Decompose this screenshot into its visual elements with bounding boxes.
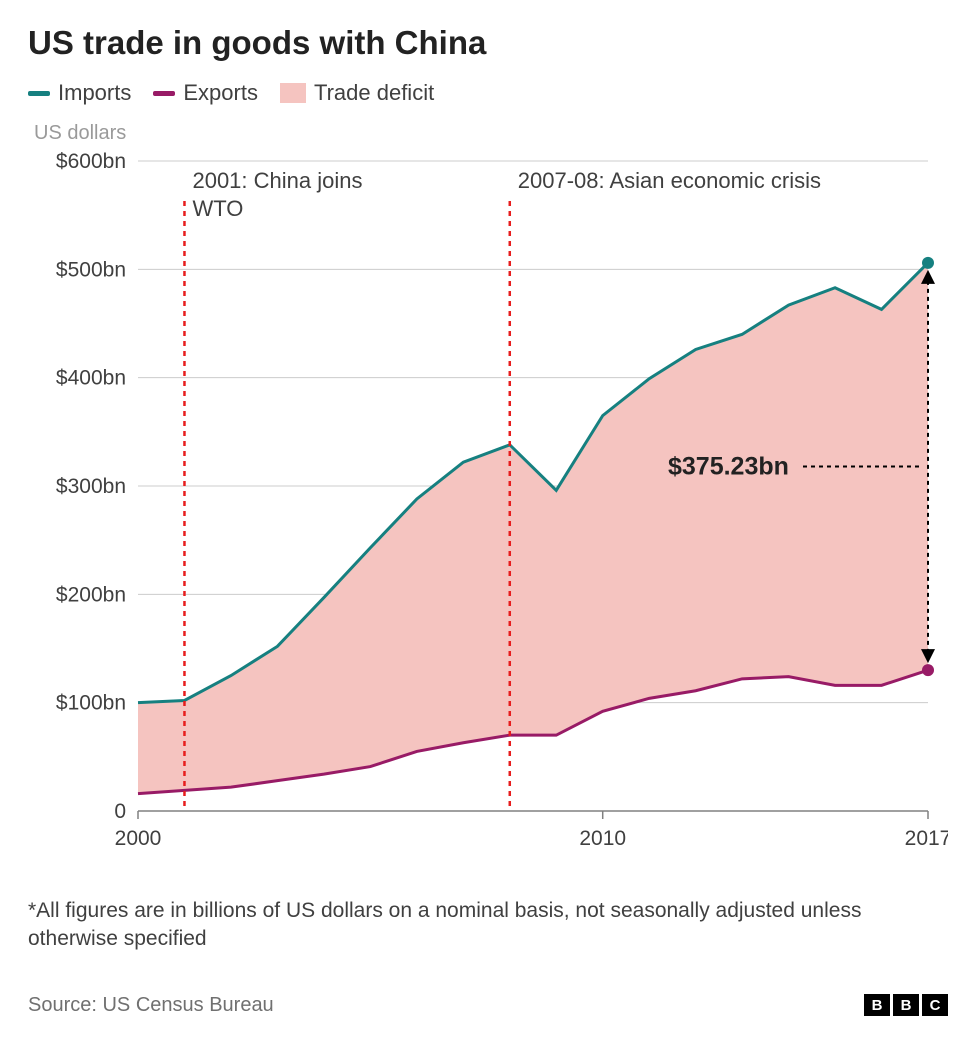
legend-item-imports: Imports: [28, 80, 131, 106]
svg-text:$100bn: $100bn: [56, 692, 126, 715]
svg-text:WTO: WTO: [192, 196, 243, 221]
footnote: *All figures are in billions of US dolla…: [28, 897, 948, 954]
bbc-logo-b1: B: [864, 994, 890, 1016]
svg-text:2007-08: Asian economic crisis: 2007-08: Asian economic crisis: [518, 168, 821, 193]
svg-text:2000: 2000: [115, 827, 162, 850]
legend-swatch-deficit: [280, 83, 306, 103]
svg-text:$600bn: $600bn: [56, 151, 126, 173]
svg-text:2010: 2010: [579, 827, 626, 850]
source-text: Source: US Census Bureau: [28, 994, 274, 1017]
svg-text:$500bn: $500bn: [56, 258, 126, 281]
bbc-logo-c: C: [922, 994, 948, 1016]
svg-text:2017: 2017: [905, 827, 948, 850]
svg-text:$200bn: $200bn: [56, 583, 126, 606]
chart-title: US trade in goods with China: [28, 24, 948, 62]
legend-label-exports: Exports: [183, 80, 258, 106]
svg-text:$400bn: $400bn: [56, 367, 126, 390]
legend: Imports Exports Trade deficit: [28, 80, 948, 106]
legend-item-exports: Exports: [153, 80, 258, 106]
legend-swatch-imports: [28, 91, 50, 96]
svg-text:2001: China joins: 2001: China joins: [192, 168, 362, 193]
legend-label-deficit: Trade deficit: [314, 80, 434, 106]
y-axis-title: US dollars: [34, 122, 948, 145]
legend-item-deficit: Trade deficit: [280, 80, 434, 106]
bbc-logo: B B C: [864, 994, 948, 1016]
svg-text:$300bn: $300bn: [56, 475, 126, 498]
chart-svg: 0 $100bn $200bn $300bn $400bn $500bn $600bn 200…: [28, 151, 948, 871]
legend-swatch-exports: [153, 91, 175, 96]
bbc-logo-b2: B: [893, 994, 919, 1016]
chart-area: 0 $100bn $200bn $300bn $400bn $500bn $600bn 200…: [28, 151, 948, 871]
legend-label-imports: Imports: [58, 80, 131, 106]
svg-text:0: 0: [114, 800, 126, 823]
svg-text:$375.23bn: $375.23bn: [668, 453, 789, 481]
